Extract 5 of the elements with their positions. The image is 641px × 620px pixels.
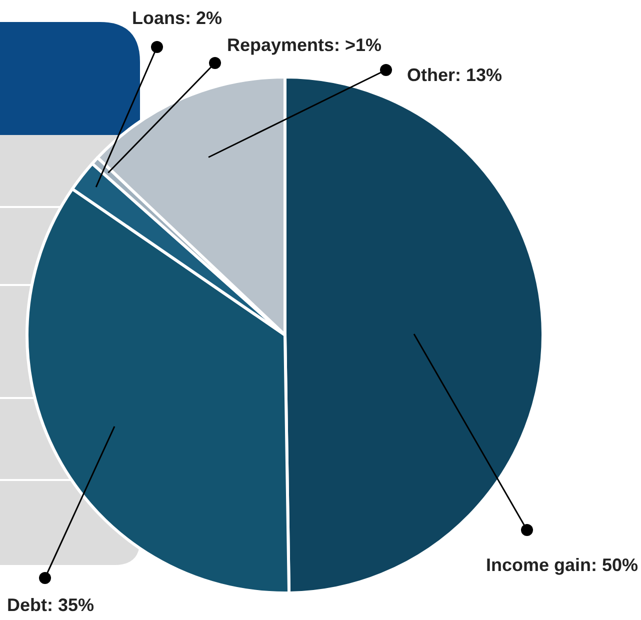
slice-label: Repayments: >1% [227,35,382,55]
slice-label: Debt: 35% [7,595,94,615]
slice-label: Loans: 2% [132,8,222,28]
slice-label: Other: 13% [407,65,502,85]
slice-label: Income gain: 50% [486,555,638,575]
